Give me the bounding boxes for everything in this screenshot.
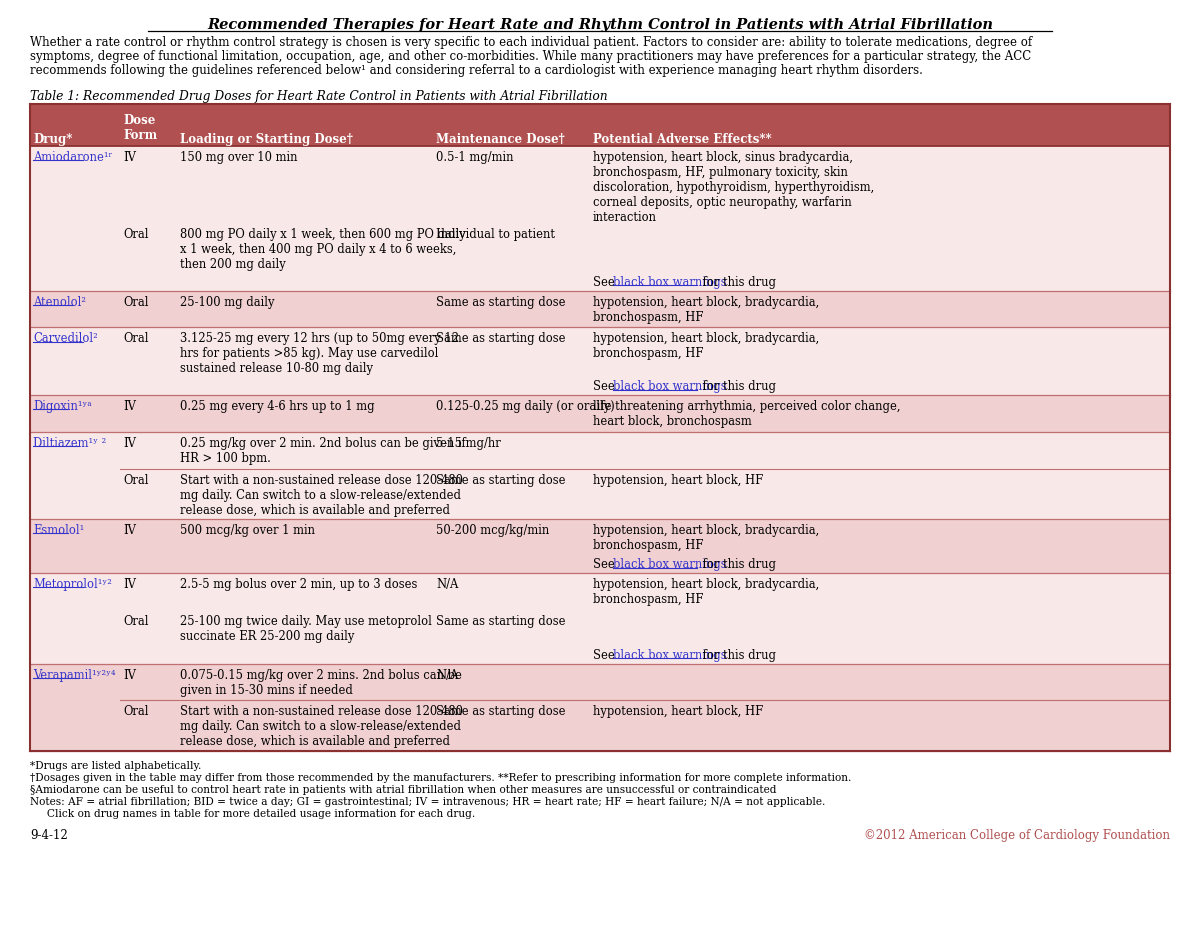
Text: Start with a non-sustained release dose 120-480
mg daily. Can switch to a slow-r: Start with a non-sustained release dose … xyxy=(180,705,463,748)
Text: symptoms, degree of functional limitation, occupation, age, and other co-morbidi: symptoms, degree of functional limitatio… xyxy=(30,50,1031,63)
Text: recommends following the guidelines referenced below¹ and considering referral t: recommends following the guidelines refe… xyxy=(30,64,923,77)
Text: Potential Adverse Effects**: Potential Adverse Effects** xyxy=(593,133,772,146)
Text: Oral: Oral xyxy=(124,296,149,309)
Bar xyxy=(30,664,1170,751)
Text: 0.125-0.25 mg daily (or orally): 0.125-0.25 mg daily (or orally) xyxy=(436,400,614,413)
Text: See: See xyxy=(593,649,618,662)
Text: Same as starting dose: Same as starting dose xyxy=(436,333,565,346)
Text: hypotension, heart block, bradycardia,
bronchospasm, HF: hypotension, heart block, bradycardia, b… xyxy=(593,333,820,361)
Text: Oral: Oral xyxy=(124,615,149,628)
Text: Diltiazem¹ʸ ²: Diltiazem¹ʸ ² xyxy=(34,437,107,450)
Text: black box warnings: black box warnings xyxy=(613,275,727,288)
Text: life threatening arrhythmia, perceived color change,
heart block, bronchospasm: life threatening arrhythmia, perceived c… xyxy=(593,400,900,427)
Text: 25-100 mg daily: 25-100 mg daily xyxy=(180,296,275,309)
Text: black box warnings: black box warnings xyxy=(613,649,727,662)
Bar xyxy=(30,432,1170,519)
Text: Drug*: Drug* xyxy=(34,133,72,146)
Text: IV: IV xyxy=(124,524,136,537)
Text: IV: IV xyxy=(124,400,136,413)
Text: hypotension, heart block, sinus bradycardia,
bronchospasm, HF, pulmonary toxicit: hypotension, heart block, sinus bradycar… xyxy=(593,151,875,224)
Text: Esmolol¹: Esmolol¹ xyxy=(34,524,84,537)
Bar xyxy=(30,104,1170,146)
Text: 800 mg PO daily x 1 week, then 600 mg PO daily
x 1 week, then 400 mg PO daily x : 800 mg PO daily x 1 week, then 600 mg PO… xyxy=(180,228,466,272)
Text: hypotension, heart block, HF: hypotension, heart block, HF xyxy=(593,705,763,718)
Text: 0.075-0.15 mg/kg over 2 mins. 2nd bolus can be
given in 15-30 mins if needed: 0.075-0.15 mg/kg over 2 mins. 2nd bolus … xyxy=(180,668,462,696)
Text: Verapamil¹ʸ²ʸ⁴: Verapamil¹ʸ²ʸ⁴ xyxy=(34,668,115,681)
Text: 0.25 mg/kg over 2 min. 2nd bolus can be given if
HR > 100 bpm.: 0.25 mg/kg over 2 min. 2nd bolus can be … xyxy=(180,437,466,464)
Text: Carvedilol²: Carvedilol² xyxy=(34,333,97,346)
Text: 5-15 mg/hr: 5-15 mg/hr xyxy=(436,437,500,450)
Text: IV: IV xyxy=(124,437,136,450)
Text: Notes: AF = atrial fibrillation; BID = twice a day; GI = gastrointestinal; IV = : Notes: AF = atrial fibrillation; BID = t… xyxy=(30,797,826,806)
Text: See: See xyxy=(593,275,618,288)
Text: 50-200 mcg/kg/min: 50-200 mcg/kg/min xyxy=(436,524,550,537)
Text: §Amiodarone can be useful to control heart rate in patients with atrial fibrilla: §Amiodarone can be useful to control hea… xyxy=(30,785,776,794)
Text: N/A: N/A xyxy=(436,668,458,681)
Text: Dose
Form: Dose Form xyxy=(124,114,157,142)
Text: 25-100 mg twice daily. May use metoprolol
succinate ER 25-200 mg daily: 25-100 mg twice daily. May use metoprolo… xyxy=(180,615,432,642)
Text: IV: IV xyxy=(124,578,136,590)
Text: Oral: Oral xyxy=(124,705,149,718)
Text: †Dosages given in the table may differ from those recommended by the manufacture: †Dosages given in the table may differ f… xyxy=(30,773,851,782)
Bar xyxy=(30,519,1170,573)
Text: See: See xyxy=(593,380,618,393)
Text: IV: IV xyxy=(124,151,136,164)
Bar xyxy=(30,395,1170,432)
Text: Whether a rate control or rhythm control strategy is chosen is very specific to : Whether a rate control or rhythm control… xyxy=(30,36,1032,49)
Text: Oral: Oral xyxy=(124,333,149,346)
Text: 2.5-5 mg bolus over 2 min, up to 3 doses: 2.5-5 mg bolus over 2 min, up to 3 doses xyxy=(180,578,418,590)
Text: Atenolol²: Atenolol² xyxy=(34,296,86,309)
Text: Click on drug names in table for more detailed usage information for each drug.: Click on drug names in table for more de… xyxy=(30,809,475,819)
Text: hypotension, heart block, bradycardia,
bronchospasm, HF: hypotension, heart block, bradycardia, b… xyxy=(593,296,820,324)
Text: IV: IV xyxy=(124,668,136,681)
Text: N/A: N/A xyxy=(436,578,458,590)
Text: Oral: Oral xyxy=(124,228,149,241)
Text: for this drug: for this drug xyxy=(698,275,776,288)
Text: Metoprolol¹ʸ²: Metoprolol¹ʸ² xyxy=(34,578,112,590)
Text: Start with a non-sustained release dose 120-480
mg daily. Can switch to a slow-r: Start with a non-sustained release dose … xyxy=(180,474,463,516)
Text: Same as starting dose: Same as starting dose xyxy=(436,296,565,309)
Text: Loading or Starting Dose†: Loading or Starting Dose† xyxy=(180,133,353,146)
Text: 3.125-25 mg every 12 hrs (up to 50mg every 12
hrs for patients >85 kg). May use : 3.125-25 mg every 12 hrs (up to 50mg eve… xyxy=(180,333,458,375)
Text: ©2012 American College of Cardiology Foundation: ©2012 American College of Cardiology Fou… xyxy=(864,829,1170,842)
Text: 0.5-1 mg/min: 0.5-1 mg/min xyxy=(436,151,514,164)
Text: hypotension, heart block, HF: hypotension, heart block, HF xyxy=(593,474,763,487)
Bar xyxy=(30,327,1170,395)
Text: Same as starting dose: Same as starting dose xyxy=(436,705,565,718)
Text: Same as starting dose: Same as starting dose xyxy=(436,615,565,628)
Text: black box warnings: black box warnings xyxy=(613,380,727,393)
Text: Recommended Therapies for Heart Rate and Rhythm Control in Patients with Atrial : Recommended Therapies for Heart Rate and… xyxy=(208,18,994,32)
Text: *Drugs are listed alphabetically.: *Drugs are listed alphabetically. xyxy=(30,761,202,771)
Text: for this drug: for this drug xyxy=(698,380,776,393)
Text: hypotension, heart block, bradycardia,
bronchospasm, HF: hypotension, heart block, bradycardia, b… xyxy=(593,578,820,606)
Text: Oral: Oral xyxy=(124,474,149,487)
Text: 150 mg over 10 min: 150 mg over 10 min xyxy=(180,151,298,164)
Text: hypotension, heart block, bradycardia,
bronchospasm, HF: hypotension, heart block, bradycardia, b… xyxy=(593,524,820,552)
Bar xyxy=(30,290,1170,327)
Text: Same as starting dose: Same as starting dose xyxy=(436,474,565,487)
Text: Individual to patient: Individual to patient xyxy=(436,228,554,241)
Text: 500 mcg/kg over 1 min: 500 mcg/kg over 1 min xyxy=(180,524,314,537)
Text: for this drug: for this drug xyxy=(698,649,776,662)
Text: for this drug: for this drug xyxy=(698,558,776,571)
Bar xyxy=(30,573,1170,664)
Text: 9-4-12: 9-4-12 xyxy=(30,829,67,842)
Text: See: See xyxy=(593,558,618,571)
Text: Maintenance Dose†: Maintenance Dose† xyxy=(436,133,565,146)
Text: black box warnings: black box warnings xyxy=(613,558,727,571)
Text: Table 1: Recommended Drug Doses for Heart Rate Control in Patients with Atrial F: Table 1: Recommended Drug Doses for Hear… xyxy=(30,90,607,103)
Text: Digoxin¹ʸᵃ: Digoxin¹ʸᵃ xyxy=(34,400,91,413)
Bar xyxy=(30,146,1170,290)
Text: Amiodarone¹ʳ: Amiodarone¹ʳ xyxy=(34,151,113,164)
Text: 0.25 mg every 4-6 hrs up to 1 mg: 0.25 mg every 4-6 hrs up to 1 mg xyxy=(180,400,374,413)
